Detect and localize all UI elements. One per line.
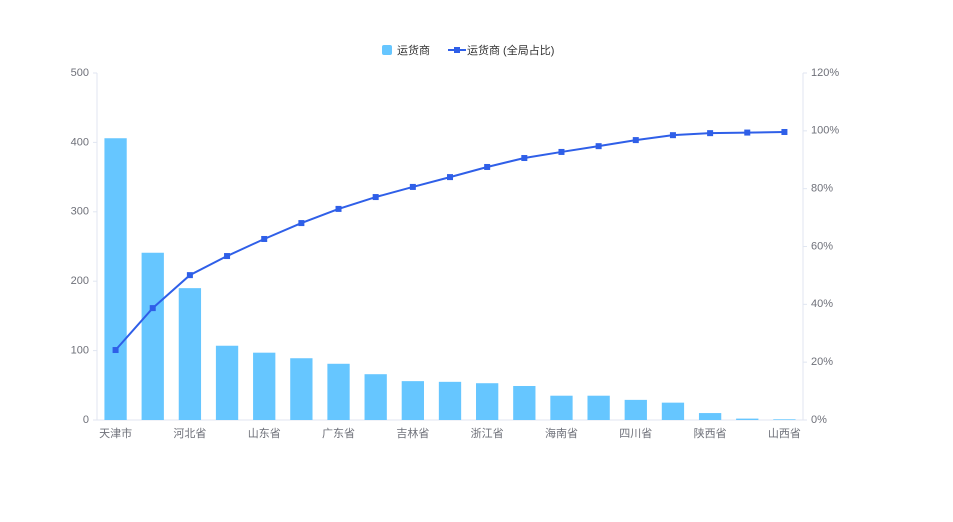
bar (178, 288, 202, 420)
line-marker (781, 128, 788, 135)
line-marker (298, 220, 305, 227)
bar (550, 395, 573, 420)
line-marker (447, 174, 453, 181)
bar (401, 381, 424, 420)
legend-swatch (382, 45, 392, 55)
y2-tick-label: 40% (811, 298, 833, 310)
bar (253, 352, 276, 420)
line-marker (669, 132, 676, 139)
y-tick-label: 400 (71, 136, 89, 148)
y-tick-label: 0 (83, 414, 89, 426)
y2-tick-label: 120% (811, 67, 839, 79)
x-tick-label: 陕西省 (694, 426, 727, 440)
y2-tick-label: 0% (811, 414, 827, 426)
bar (736, 418, 759, 420)
x-tick-label: 山东省 (248, 427, 281, 440)
line-marker (744, 129, 751, 136)
y-tick-label: 300 (71, 206, 89, 218)
x-tick-label: 吉林省 (396, 426, 429, 440)
line-marker (409, 183, 416, 190)
y-tick-label: 200 (71, 275, 89, 287)
y2-tick-label: 60% (811, 240, 833, 252)
legend-text: 运货商 (全局占比) (467, 43, 554, 57)
bar (698, 413, 722, 420)
bar (290, 358, 313, 420)
line-marker (335, 205, 342, 212)
line-marker (558, 148, 565, 155)
line-marker (112, 347, 119, 354)
bar (587, 395, 610, 420)
bar (773, 419, 796, 420)
line-marker (484, 163, 491, 170)
bar (141, 252, 164, 420)
line-marker (595, 143, 602, 150)
line-marker (521, 155, 528, 162)
line-marker (372, 194, 379, 201)
bar (476, 383, 499, 420)
bar (624, 399, 647, 420)
bar (327, 363, 350, 420)
line-marker (261, 235, 268, 242)
bar (661, 402, 685, 420)
y2-tick-label: 20% (811, 356, 833, 368)
x-tick-label: 山西省 (768, 427, 801, 440)
bar (104, 138, 127, 420)
y-tick-label: 500 (71, 67, 89, 79)
y-tick-label: 100 (71, 345, 89, 357)
line-marker (186, 272, 193, 279)
legend-swatch (454, 47, 460, 53)
x-tick-label: 浙江省 (471, 427, 504, 440)
line-marker (632, 137, 639, 144)
x-tick-label: 天津市 (99, 426, 132, 440)
line-marker (224, 253, 231, 260)
bar (215, 345, 239, 420)
line-marker (707, 130, 714, 137)
bar (364, 374, 387, 420)
x-tick-label: 四川省 (619, 427, 652, 440)
line-marker (149, 305, 156, 312)
x-tick-label: 海南省 (545, 426, 578, 440)
y2-tick-label: 80% (811, 183, 833, 195)
bar (513, 385, 536, 420)
legend-text: 运货商 (397, 43, 430, 57)
y2-tick-label: 100% (811, 125, 839, 137)
x-tick-label: 河北省 (173, 427, 206, 440)
x-tick-label: 广东省 (322, 427, 355, 440)
line (114, 130, 785, 351)
bar (438, 381, 462, 420)
